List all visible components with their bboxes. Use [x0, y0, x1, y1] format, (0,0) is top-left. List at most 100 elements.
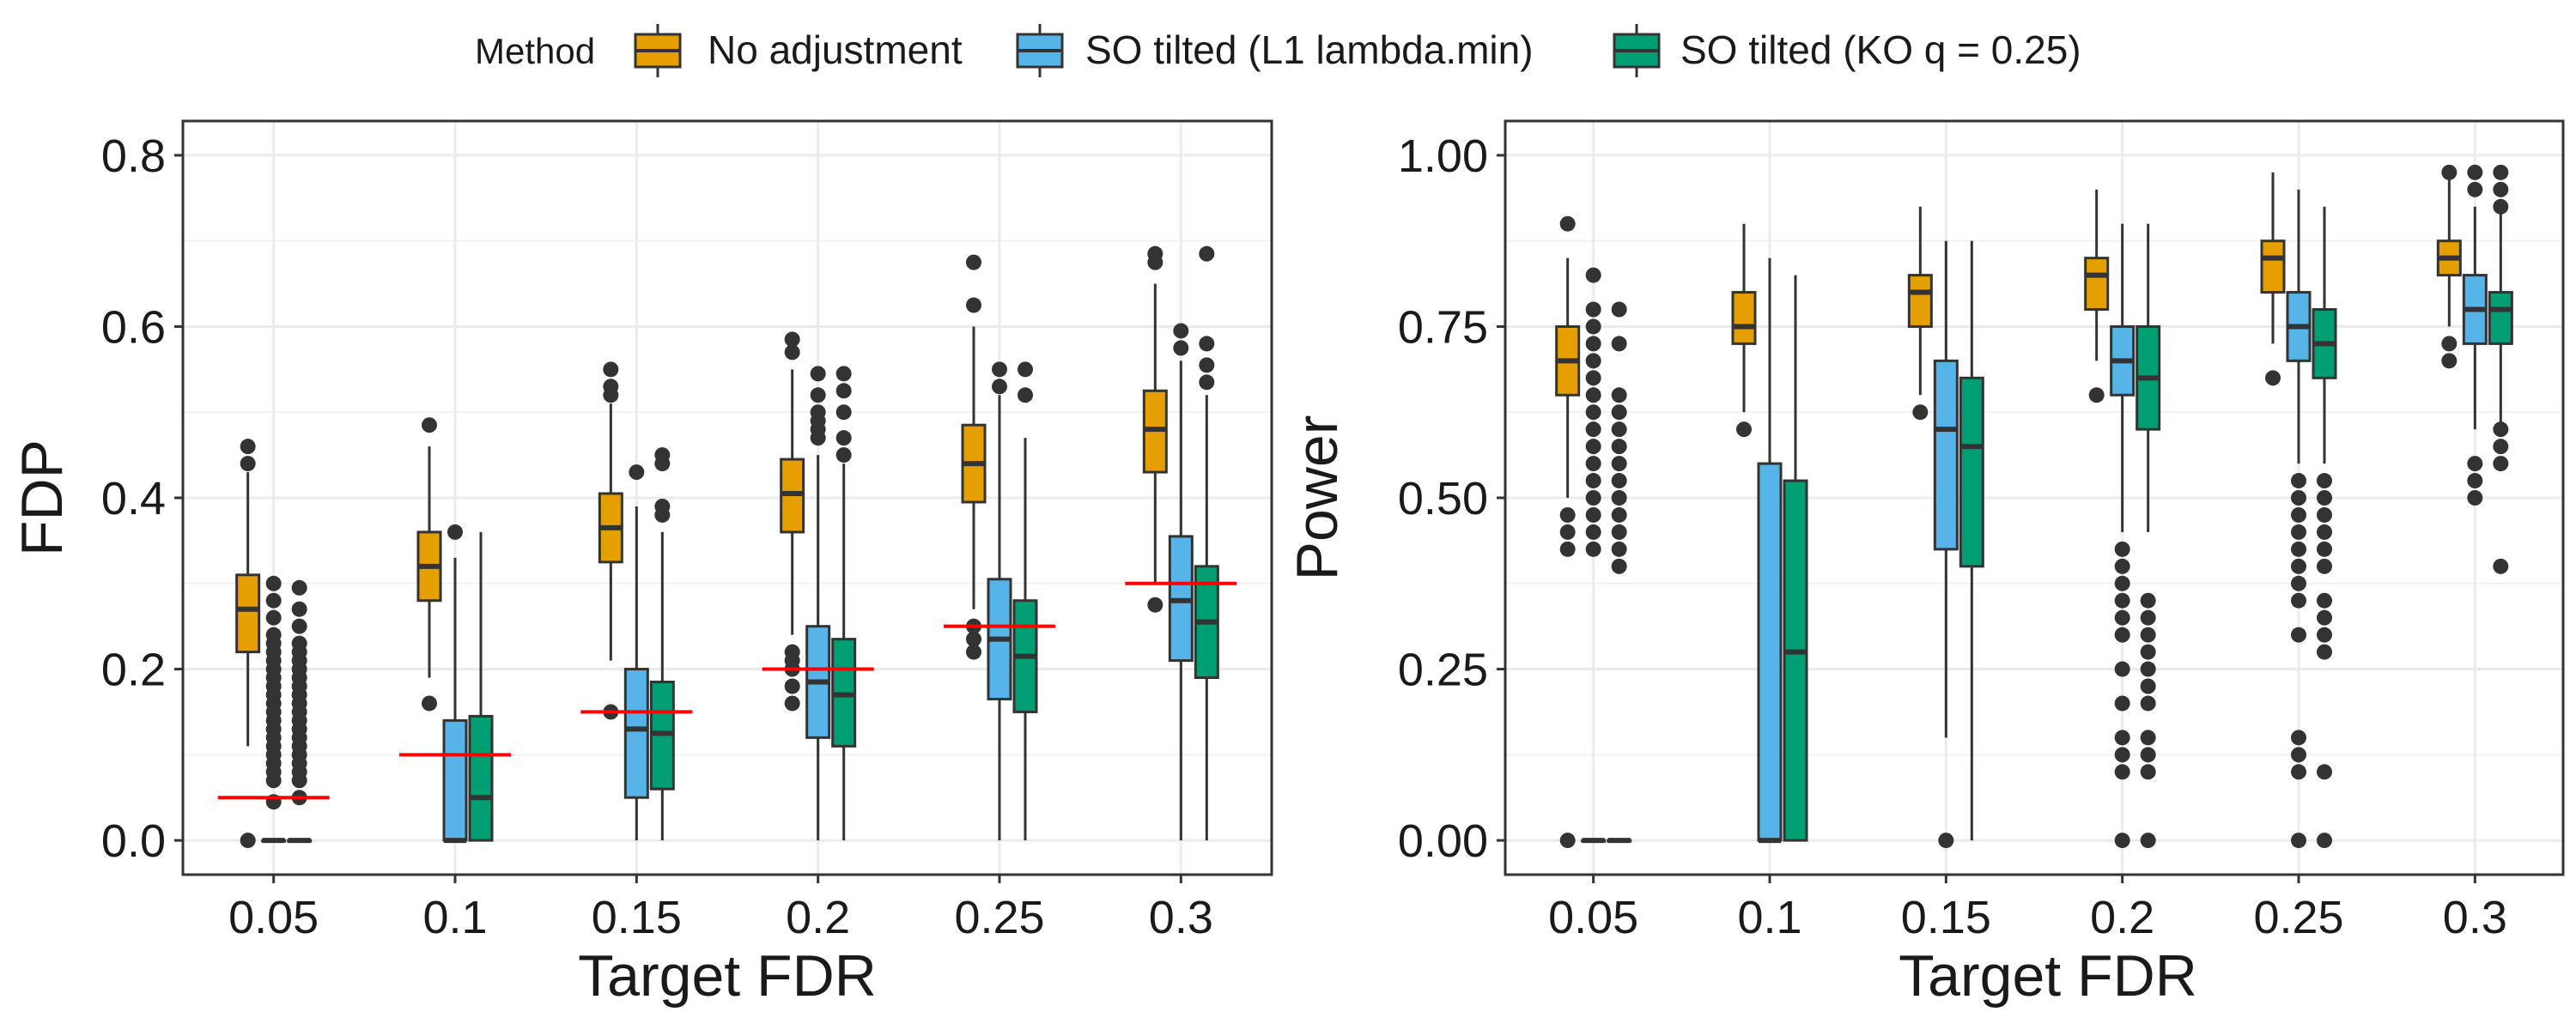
- outlier-point: [2291, 490, 2306, 506]
- outlier-point: [1585, 370, 1601, 386]
- box-iqr: [1959, 376, 1984, 568]
- fdp-x-tick-label: 0.15: [592, 892, 682, 943]
- outlier-point: [1585, 506, 1601, 523]
- power-x-axis-title: Target FDR: [1899, 943, 2197, 1009]
- outlier-point: [2291, 747, 2306, 763]
- outlier-point: [2114, 609, 2130, 626]
- fdp-x-tick-label: 0.3: [1149, 892, 1213, 943]
- outlier-point: [265, 592, 282, 609]
- outlier-point: [2291, 473, 2306, 489]
- fdp-x-tick-label: 0.2: [786, 892, 850, 943]
- outlier-point: [1585, 336, 1601, 352]
- outlier-point: [2317, 541, 2332, 557]
- outlier-point: [835, 404, 852, 421]
- outlier-point: [2317, 764, 2332, 780]
- outlier-point: [265, 609, 282, 626]
- outlier-point: [1018, 361, 1033, 378]
- power-box-2-3: [2136, 223, 2161, 849]
- outlier-point: [2317, 490, 2332, 506]
- power-box-2-1: [1783, 275, 1808, 842]
- fdp-box-0-0: [235, 439, 261, 849]
- outlier-point: [1585, 353, 1601, 369]
- outlier-point: [810, 366, 826, 382]
- outlier-point: [1559, 833, 1576, 849]
- fdp-y-axis-title: FDP: [9, 439, 75, 556]
- fdp-y-tick-label: 0.8: [101, 130, 166, 182]
- outlier-point: [2140, 730, 2156, 746]
- outlier-point: [422, 695, 437, 712]
- outlier-point: [2317, 609, 2332, 626]
- outlier-point: [1559, 524, 1576, 540]
- outlier-point: [784, 695, 800, 712]
- power-panel-border: [1504, 119, 2565, 876]
- outlier-point: [2317, 833, 2332, 849]
- outlier-point: [1611, 490, 1627, 506]
- outlier-point: [265, 627, 282, 643]
- outlier-point: [1611, 387, 1627, 403]
- outlier-point: [2291, 558, 2306, 574]
- power-box-1-0: [1581, 267, 1607, 844]
- outlier-point: [2291, 592, 2306, 609]
- power-x-tick-label: 0.25: [2253, 892, 2343, 943]
- power-panel: 0.00 0.25 0.50 0.75 1.00 0.05 0.1 0.15 0.2 0.25 0.…: [1398, 119, 2565, 943]
- outlier-point: [291, 579, 307, 596]
- fdp-y-tick-label: 0.2: [101, 645, 166, 696]
- outlier-point: [1611, 506, 1627, 523]
- outlier-point: [1611, 439, 1627, 455]
- fdp-box-1-3: [805, 366, 831, 841]
- power-box-0-3: [2084, 189, 2110, 403]
- box-iqr: [1757, 462, 1783, 842]
- outlier-point: [2140, 678, 2156, 694]
- outlier-point: [1912, 404, 1929, 421]
- box-iqr: [623, 668, 649, 799]
- outlier-point: [1585, 404, 1601, 421]
- fdp-box-0-5: [1142, 245, 1168, 613]
- power-box-2-0: [1607, 301, 1632, 844]
- power-x-tick-label: 0.2: [2090, 892, 2154, 943]
- outlier-point: [1611, 456, 1627, 472]
- outlier-point: [1585, 439, 1601, 455]
- fdp-box-2-2: [649, 447, 675, 841]
- outlier-point: [784, 344, 800, 360]
- outlier-point: [2140, 764, 2156, 780]
- box-iqr: [1731, 291, 1757, 345]
- outlier-point: [1611, 473, 1627, 489]
- outlier-point: [2493, 181, 2509, 197]
- outlier-point: [2493, 421, 2509, 438]
- outlier-point: [1199, 374, 1215, 391]
- outlier-point: [603, 361, 619, 378]
- outlier-point: [835, 383, 852, 399]
- outlier-point: [966, 254, 981, 270]
- outlier-point: [2114, 764, 2130, 780]
- power-x-tick-label: 0.05: [1548, 892, 1638, 943]
- legend-key-so-tilted-ko: [1613, 24, 1661, 77]
- outlier-point: [2291, 524, 2306, 540]
- outlier-point: [1585, 473, 1601, 489]
- outlier-point: [2317, 506, 2332, 523]
- outlier-point: [1559, 215, 1576, 232]
- outlier-point: [2114, 558, 2130, 574]
- outlier-point: [1147, 245, 1163, 262]
- outlier-point: [1585, 490, 1601, 506]
- outlier-point: [2291, 730, 2306, 746]
- box-iqr: [1933, 359, 1959, 551]
- fdp-panel: 0.0 0.2 0.4 0.6 0.8 0.05 0.1 0.15 0.2 0.25 0.3: [101, 119, 1273, 943]
- outlier-point: [784, 331, 800, 348]
- outlier-point: [2140, 609, 2156, 626]
- fdp-y-tick-label: 0.6: [101, 301, 166, 353]
- outlier-point: [2291, 506, 2306, 523]
- outlier-point: [240, 439, 256, 455]
- legend-label-no-adjustment: No adjustment: [708, 27, 963, 72]
- fdp-box-1-5: [1168, 323, 1194, 841]
- outlier-point: [2441, 164, 2458, 180]
- outlier-point: [1559, 541, 1576, 557]
- outlier-point: [1611, 336, 1627, 352]
- outlier-point: [1585, 524, 1601, 540]
- outlier-point: [2114, 695, 2130, 712]
- fdp-box-1-2: [623, 464, 649, 841]
- fdp-box-2-0: [287, 579, 313, 844]
- outlier-point: [966, 631, 981, 647]
- outlier-point: [2114, 661, 2130, 677]
- outlier-point: [992, 361, 1007, 378]
- outlier-point: [240, 456, 256, 472]
